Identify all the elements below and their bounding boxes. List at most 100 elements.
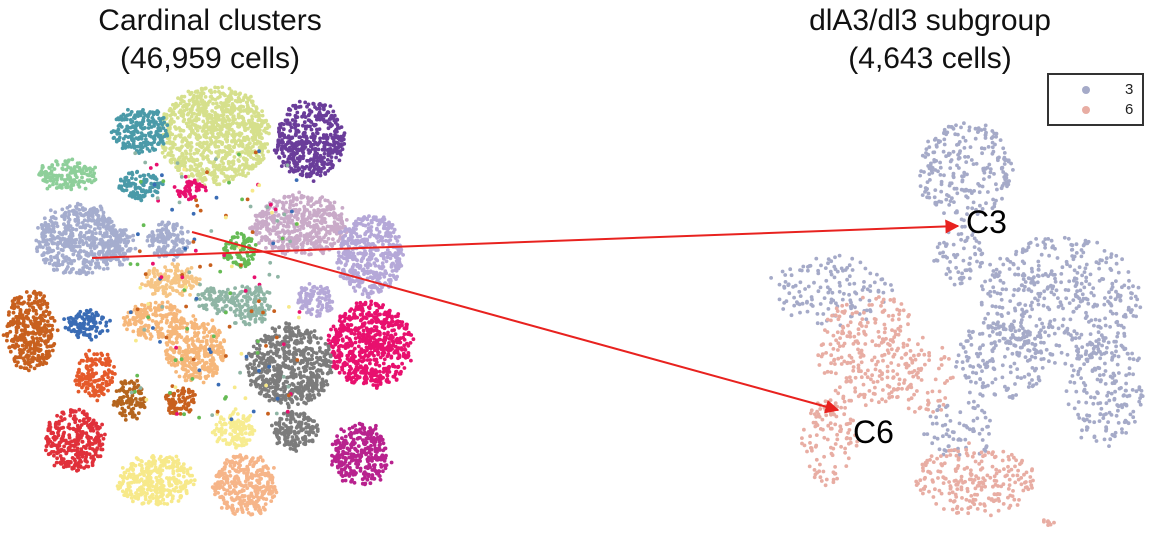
cluster-point <box>187 98 192 103</box>
cluster-point <box>319 116 324 121</box>
cluster-point <box>139 131 144 136</box>
cluster-point <box>313 114 318 119</box>
cluster-point <box>231 129 236 134</box>
cluster-point <box>38 244 43 249</box>
cluster-point <box>98 230 103 235</box>
cluster-point <box>312 142 316 147</box>
cluster-point <box>237 166 242 171</box>
cluster-point <box>172 314 177 319</box>
cluster-point <box>117 238 122 243</box>
cluster-point <box>50 240 54 245</box>
cluster-point <box>307 282 312 286</box>
cluster-point <box>90 174 95 179</box>
cluster-point <box>391 230 396 235</box>
cluster-point <box>68 245 73 250</box>
cluster-point <box>388 256 393 261</box>
cluster-point <box>131 142 136 146</box>
cluster-point <box>135 113 139 118</box>
cluster-point <box>318 227 323 232</box>
cluster-point <box>199 153 204 157</box>
cluster-point <box>324 140 329 145</box>
cluster-point <box>69 329 74 334</box>
cluster-point <box>208 160 213 165</box>
cluster-point <box>167 139 172 143</box>
cluster-point <box>94 231 98 236</box>
cluster-point <box>199 161 204 166</box>
cluster-point <box>374 234 379 239</box>
cluster-point <box>33 319 38 324</box>
cluster-point <box>32 366 37 371</box>
cluster-point <box>302 114 307 119</box>
cluster-point <box>26 332 30 337</box>
cluster-point <box>84 259 88 264</box>
right-panel-title: dlA3/dl3 subgroup (4,643 cells) <box>770 2 1090 78</box>
cluster-point <box>341 268 346 273</box>
cluster-point <box>128 112 133 117</box>
cluster-point <box>322 155 326 160</box>
cluster-point <box>221 156 226 160</box>
cluster-point <box>215 182 219 187</box>
cluster-point <box>124 244 128 248</box>
cluster-point <box>245 300 250 304</box>
cluster-point <box>318 299 322 304</box>
cluster-point <box>398 251 402 255</box>
cluster-point <box>234 92 238 97</box>
cluster-point <box>22 366 27 370</box>
cluster-point <box>399 263 404 268</box>
cluster-point <box>161 234 165 239</box>
cluster-point <box>131 238 136 243</box>
cluster-point <box>337 254 341 258</box>
cluster-point <box>71 267 75 271</box>
cluster-point <box>254 313 258 318</box>
cluster-point <box>38 306 43 311</box>
cluster-point <box>177 309 182 314</box>
cluster-point <box>12 303 17 308</box>
cluster-point <box>102 241 107 246</box>
cluster-point <box>215 113 219 118</box>
cluster-point <box>241 162 245 167</box>
cluster-point <box>240 142 244 146</box>
cluster-point <box>86 173 91 178</box>
cluster-point <box>182 117 187 122</box>
cluster-point <box>31 331 36 336</box>
cluster-point <box>201 119 206 124</box>
cluster-point <box>279 121 284 126</box>
cluster-point <box>105 266 110 271</box>
cluster-point <box>169 280 174 285</box>
cluster-point <box>242 258 247 263</box>
cluster-point <box>262 128 266 133</box>
cluster-point <box>338 144 343 149</box>
cluster-point <box>217 124 222 129</box>
cluster-point <box>341 136 345 141</box>
cluster-point <box>31 305 36 310</box>
cluster-point <box>243 166 247 170</box>
cluster-point <box>309 204 314 209</box>
cluster-point <box>206 322 210 326</box>
cluster-point <box>367 270 372 275</box>
cluster-point <box>195 108 200 112</box>
cluster-point <box>250 99 255 104</box>
cluster-point <box>141 183 146 188</box>
cluster-point <box>205 145 210 150</box>
cluster-point <box>124 144 129 149</box>
cluster-point <box>40 352 45 357</box>
cluster-point <box>54 181 59 186</box>
cluster-point <box>149 141 154 146</box>
cluster-point <box>285 118 290 123</box>
cluster-point <box>259 214 263 219</box>
cluster-point <box>176 233 180 238</box>
cluster-point <box>249 237 254 242</box>
cluster-point <box>94 329 99 333</box>
cluster-point <box>287 194 292 199</box>
cluster-point <box>126 239 131 244</box>
cluster-point <box>149 130 153 135</box>
cluster-point <box>168 113 173 118</box>
cluster-point <box>51 179 56 184</box>
cluster-point <box>37 343 41 347</box>
cluster-point <box>91 243 96 248</box>
cluster-point <box>301 156 305 161</box>
cluster-point <box>34 312 39 316</box>
cluster-point <box>132 115 136 120</box>
cluster-point <box>238 134 242 138</box>
cluster-point <box>126 135 131 140</box>
